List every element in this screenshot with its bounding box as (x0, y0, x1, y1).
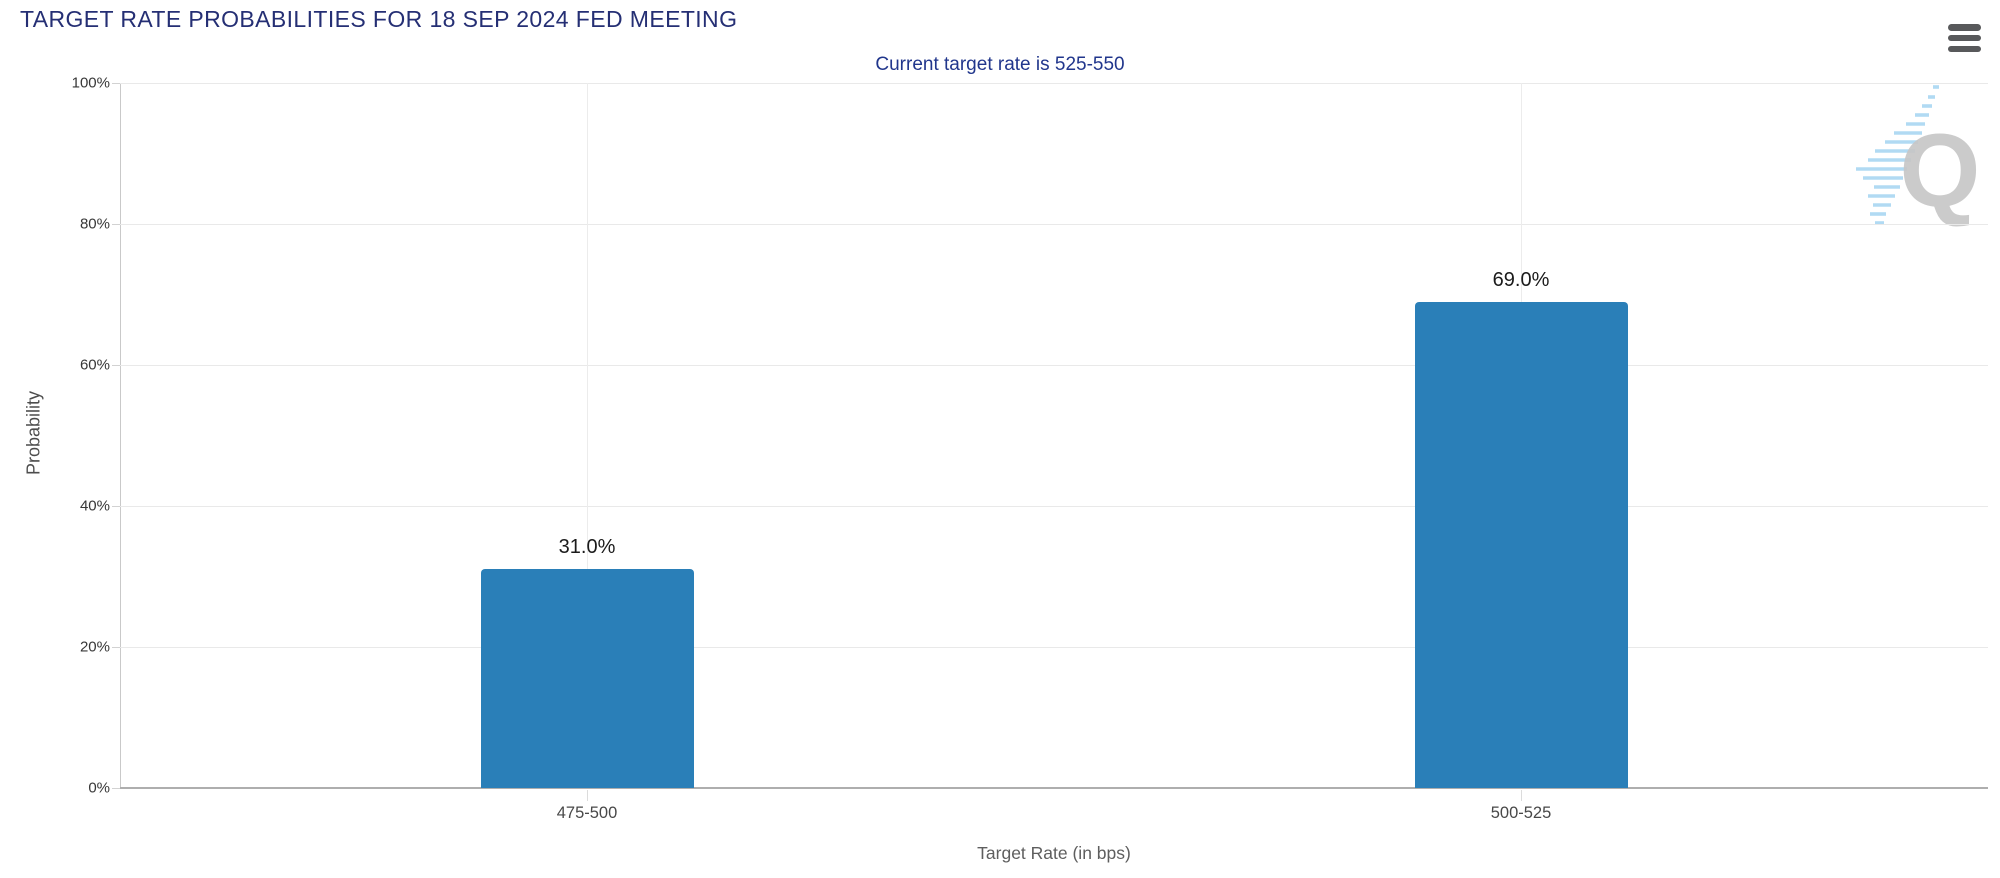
chart-context-menu-button[interactable] (1946, 22, 1984, 54)
y-gridline-20 (120, 647, 1988, 648)
y-axis-title: Probability (23, 390, 44, 476)
x-axis-line (120, 787, 1988, 789)
y-gridline-100 (120, 83, 1988, 84)
x-axis-title: Target Rate (in bps) (977, 843, 1131, 863)
y-axis-label-60: 60% (79, 356, 110, 374)
chart-subtitle: Current target rate is 525-550 (875, 54, 1125, 75)
quikstrike-watermark-logo: Q (1856, 85, 1981, 229)
x-gridline-475-500 (587, 83, 588, 788)
x-category-label-500-525: 500-525 (1490, 804, 1552, 822)
y-gridline-40 (120, 506, 1988, 507)
y-axis-tick-100 (112, 83, 120, 84)
y-axis-label-80: 80% (79, 215, 110, 233)
x-axis-tick-475-500 (587, 790, 588, 801)
x-category-label-475-500: 475-500 (556, 804, 618, 822)
y-gridline-80 (120, 224, 1988, 225)
bar-value-label-500-525: 69.0% (1492, 268, 1550, 291)
hamburger-icon-bar (1948, 24, 1981, 31)
y-gridline-60 (120, 365, 1988, 366)
hamburger-icon-bar (1948, 45, 1981, 52)
y-axis-tick-80 (112, 224, 120, 225)
y-axis-tick-60 (112, 365, 120, 366)
hamburger-icon-bar (1948, 34, 1981, 42)
y-axis-line (120, 83, 121, 788)
y-axis-label-0: 0% (88, 779, 110, 797)
bar-value-label-475-500: 31.0% (558, 536, 616, 559)
svg-text:Q: Q (1900, 113, 1981, 229)
y-axis-tick-0 (112, 788, 120, 789)
y-axis-label-100: 100% (71, 74, 110, 92)
y-axis-tick-20 (112, 647, 120, 648)
y-axis-tick-40 (112, 506, 120, 507)
bar-475-500[interactable] (480, 569, 694, 788)
y-axis-label-20: 20% (79, 638, 110, 656)
y-axis-label-40: 40% (79, 497, 110, 515)
x-axis-tick-500-525 (1521, 790, 1522, 801)
bar-500-525[interactable] (1414, 301, 1628, 788)
chart-title: TARGET RATE PROBABILITIES FOR 18 SEP 202… (20, 6, 738, 32)
